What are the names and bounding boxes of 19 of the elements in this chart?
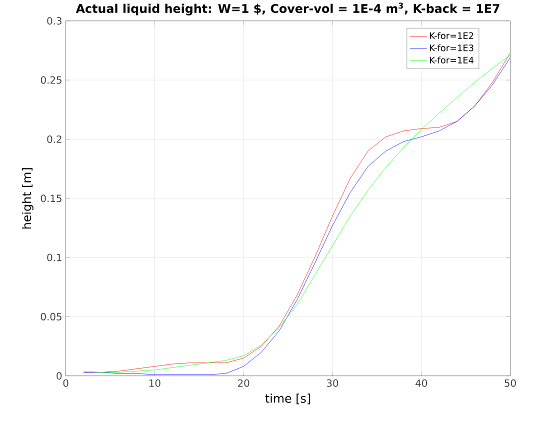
y-tick-label: 0.2 <box>47 136 62 144</box>
legend-label: K-for=1E2 <box>430 32 474 40</box>
x-tick-label: 10 <box>149 380 160 388</box>
x-tick-label: 20 <box>238 380 250 388</box>
y-tick-label: 0.1 <box>47 254 62 262</box>
x-tick-label: 40 <box>416 380 428 388</box>
y-axis-title: height [m] <box>22 168 34 229</box>
chart-title: Actual liquid height: W=1 $, Cover-vol = 1E-4 m$^{3}$, K-back = 1E7 <box>76 2 500 16</box>
x-tick-label: 50 <box>504 380 516 388</box>
legend-label: K-for=1E3 <box>430 44 474 52</box>
x-tick-label: 0 <box>63 380 68 388</box>
x-tick-label: 30 <box>326 380 338 388</box>
x-axis-title: time [s] <box>265 394 310 404</box>
y-tick-label: 0.15 <box>40 194 62 202</box>
y-tick-label: 0.05 <box>40 313 62 321</box>
y-tick-label: 0 <box>56 372 62 380</box>
y-tick-label: 0.25 <box>40 76 62 84</box>
y-tick-label: 0.3 <box>47 17 62 25</box>
legend-label: K-for=1E4 <box>430 56 474 64</box>
